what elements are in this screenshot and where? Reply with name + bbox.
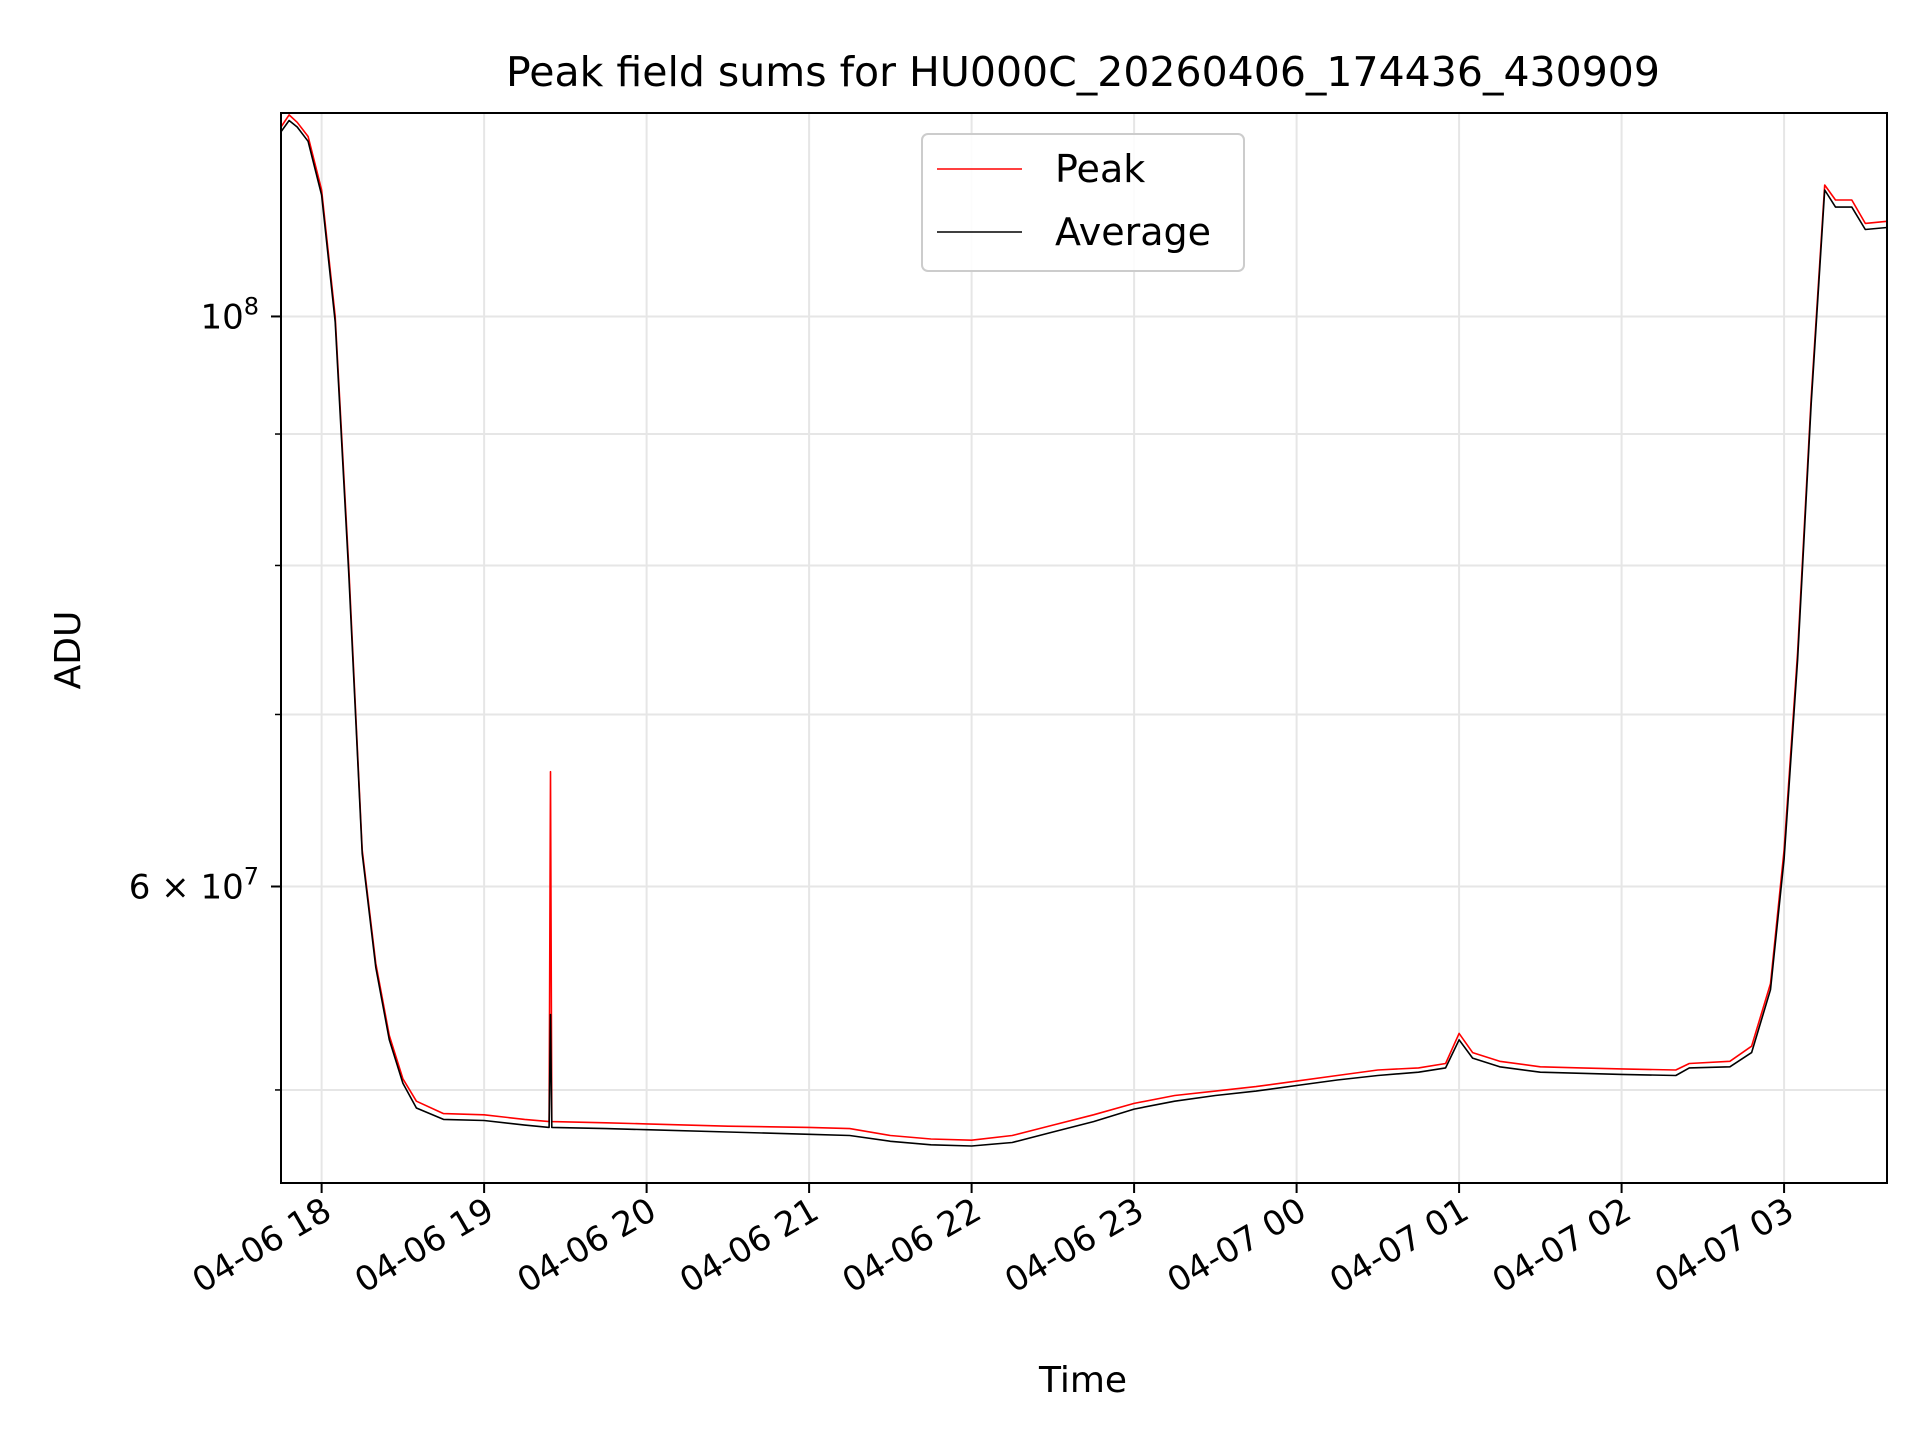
legend-label-average: Average	[1055, 210, 1211, 254]
series-line-peak	[281, 114, 1887, 1141]
x-axis-label: Time	[1038, 1360, 1127, 1401]
y-tick-label: 6 × 107	[129, 862, 259, 907]
series-line-average	[281, 119, 1887, 1147]
y-axis-label: ADU	[48, 611, 89, 690]
grid-lines	[281, 113, 1887, 1183]
plot-area-frame	[280, 112, 1888, 1184]
legend-label-peak: Peak	[1055, 147, 1145, 191]
legend: Peak Average	[921, 133, 1245, 272]
series-layer	[281, 114, 1887, 1147]
chart-title: Peak field sums for HU000C_20260406_1744…	[506, 48, 1660, 96]
y-axis-ticks: 108 6 × 107	[129, 292, 281, 1091]
y-tick-label: 108	[200, 292, 259, 337]
